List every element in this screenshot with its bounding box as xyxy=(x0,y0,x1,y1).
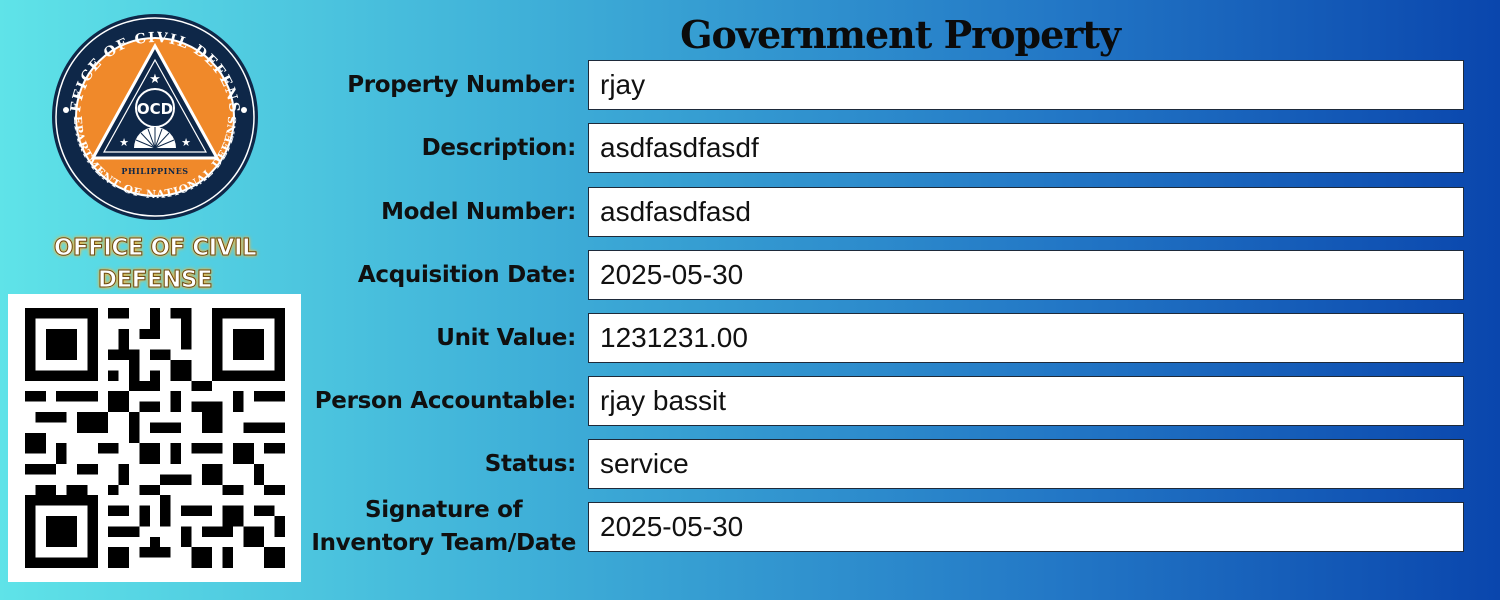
status-label: Status: xyxy=(484,451,577,477)
property-number-row: Property Number: rjay xyxy=(300,60,1465,110)
signature-label: Signature of Inventory Team/Date xyxy=(311,490,576,564)
description-row: Description: asdfasdfasdf xyxy=(300,123,1465,173)
signature-row: Signature of Inventory Team/Date 2025-05… xyxy=(300,497,1465,556)
unit-value-label: Unit Value: xyxy=(436,325,576,351)
unit-value-row: Unit Value: 1231231.00 xyxy=(300,313,1465,363)
signature-date-field[interactable]: 2025-05-30 xyxy=(588,502,1464,552)
unit-value-field[interactable]: 1231231.00 xyxy=(588,313,1464,363)
property-number-label: Property Number: xyxy=(347,72,576,98)
person-accountable-label: Person Accountable: xyxy=(314,388,577,414)
page-title: Government Property xyxy=(680,12,1121,57)
acquisition-date-field[interactable]: 2025-05-30 xyxy=(588,250,1464,300)
signature-label-line1: Signature of xyxy=(364,497,523,523)
qr-code xyxy=(8,294,301,582)
agency-name-line1: OFFICE OF CIVIL xyxy=(53,235,257,262)
model-number-field[interactable]: asdfasdfasd xyxy=(588,187,1464,237)
model-number-label: Model Number: xyxy=(381,199,576,225)
description-label: Description: xyxy=(421,135,577,161)
acquisition-date-row: Acquisition Date: 2025-05-30 xyxy=(300,250,1465,300)
agency-name: OFFICE OF CIVIL DEFENSE xyxy=(20,232,290,296)
property-number-field[interactable]: rjay xyxy=(588,60,1464,110)
seal-country-text: PHILIPPINES xyxy=(121,166,188,176)
status-row: Status: service xyxy=(300,439,1465,489)
model-number-row: Model Number: asdfasdfasd xyxy=(300,187,1465,237)
signature-label-line2: Inventory Team/Date xyxy=(311,530,576,556)
status-field[interactable]: service xyxy=(588,439,1464,489)
agency-name-line2: DEFENSE xyxy=(97,267,213,294)
qr-code-icon xyxy=(25,308,285,568)
person-accountable-field[interactable]: rjay bassit xyxy=(588,376,1464,426)
svg-text:★: ★ xyxy=(181,137,191,149)
svg-text:★: ★ xyxy=(119,137,129,149)
description-field[interactable]: asdfasdfasdf xyxy=(588,123,1464,173)
person-accountable-row: Person Accountable: rjay bassit xyxy=(300,376,1465,426)
seal-center-text: OCD xyxy=(137,100,173,118)
svg-text:★: ★ xyxy=(149,71,161,86)
ocd-seal-icon: OFFICE OF CIVIL DEFENSE DEPARTMENT OF NA… xyxy=(43,0,260,222)
acquisition-date-label: Acquisition Date: xyxy=(357,262,576,288)
